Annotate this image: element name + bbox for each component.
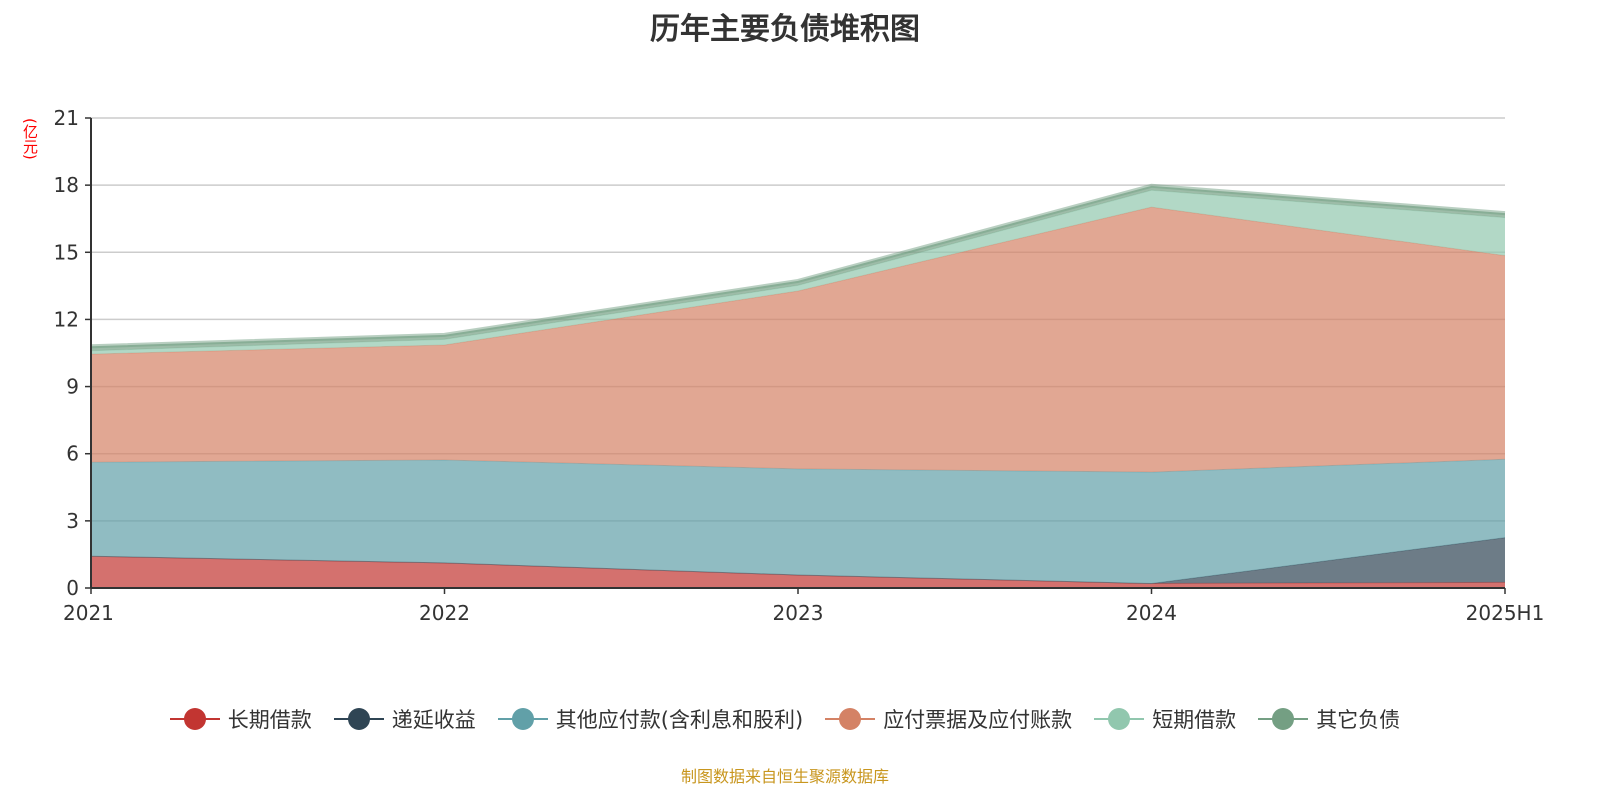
legend-item[interactable]: 短期借款: [1094, 704, 1236, 734]
legend-label: 其他应付款(含利息和股利): [555, 708, 804, 732]
x-tick-label: 2023: [773, 601, 824, 625]
legend-item[interactable]: 长期借款: [169, 704, 312, 734]
y-tick-label: 18: [54, 173, 79, 197]
area-2: [91, 459, 1505, 584]
area-1: [91, 537, 1505, 584]
legend-marker-icon: [1258, 708, 1309, 730]
legend-item[interactable]: 其他应付款(含利息和股利): [497, 704, 804, 734]
legend-marker-icon: [169, 708, 220, 730]
x-tick-label: 2021: [63, 601, 114, 625]
x-tick-label: 2022: [419, 601, 470, 625]
y-tick-label: 21: [54, 106, 79, 130]
legend-marker-icon: [1094, 708, 1145, 730]
y-tick-label: 9: [66, 375, 79, 399]
y-tick-label: 3: [66, 509, 79, 533]
legend-label: 长期借款: [227, 708, 312, 732]
chart-title: 历年主要负债堆积图: [650, 12, 920, 47]
legend-item[interactable]: 其它负债: [1258, 704, 1400, 734]
y-tick-label: 15: [54, 240, 79, 264]
source-note: 制图数据来自恒生聚源数据库: [680, 767, 889, 786]
y-tick-label: 12: [54, 307, 79, 331]
area-3: [91, 207, 1505, 473]
x-tick-label: 2025H1: [1466, 601, 1545, 625]
legend-label: 递延收益: [391, 708, 476, 732]
legend: 长期借款 递延收益 其他应付款(含利息和股利) 应付票据及应付账款 短期借款 其它负债: [0, 704, 1570, 734]
series-line-5: [90, 183, 1506, 349]
legend-label: 短期借款: [1152, 708, 1237, 732]
y-tick-label: 6: [66, 442, 79, 466]
legend-item[interactable]: 应付票据及应付账款: [825, 704, 1072, 734]
y-axis-unit: (亿元): [21, 118, 39, 160]
legend-label: 应付票据及应付账款: [883, 708, 1073, 732]
legend-marker-icon: [333, 708, 384, 730]
legend-item[interactable]: 递延收益: [333, 704, 476, 734]
y-tick-label: 0: [66, 576, 79, 600]
x-tick-label: 2024: [1126, 601, 1177, 625]
legend-marker-icon: [497, 708, 548, 730]
legend-label: 其它负债: [1316, 708, 1401, 732]
area-0: [91, 556, 1505, 588]
legend-marker-icon: [825, 708, 876, 730]
